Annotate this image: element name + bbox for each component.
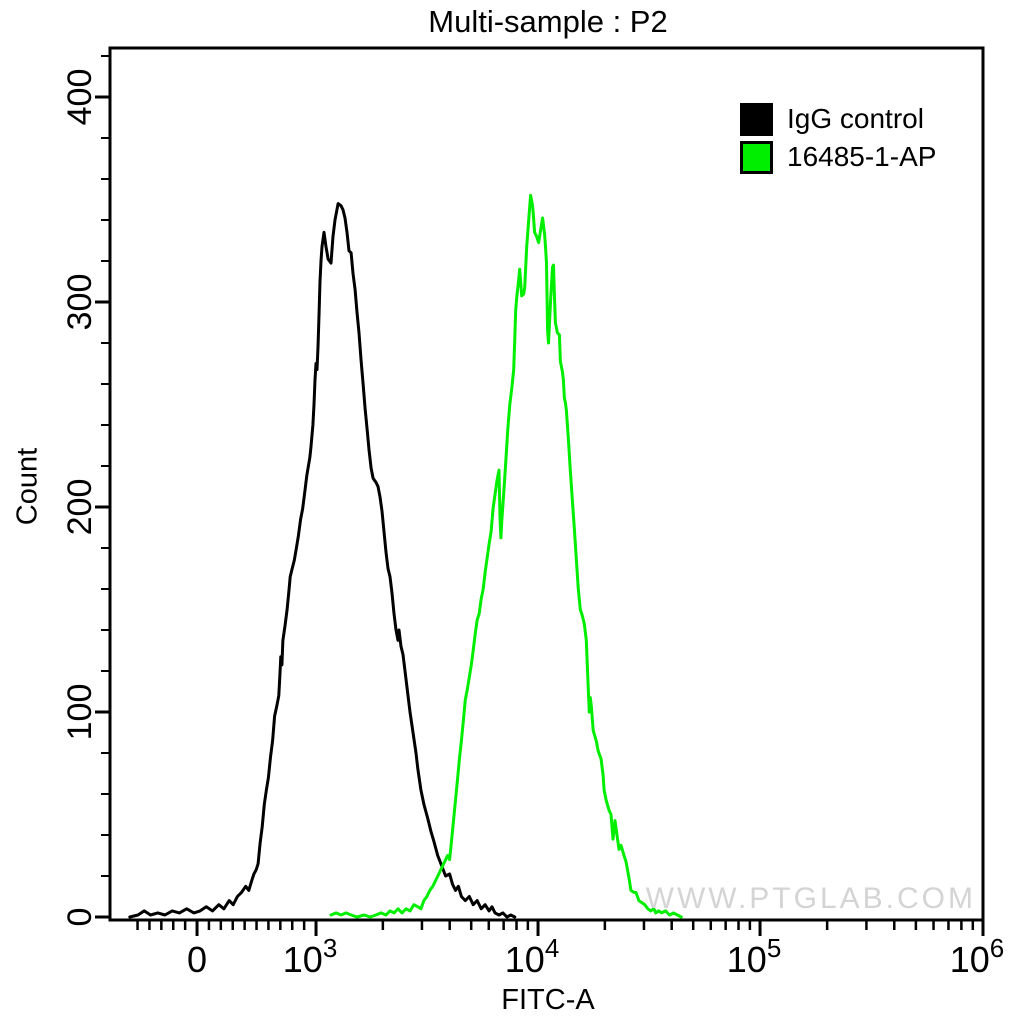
legend-label: IgG control xyxy=(787,103,924,134)
legend-label: 16485-1-AP xyxy=(787,141,937,172)
y-tick-label: 100 xyxy=(61,684,99,741)
igg-control-swatch-icon xyxy=(740,102,773,136)
watermark: WWW.PTGLAB.COM xyxy=(645,882,976,915)
x-tick-label: 105 xyxy=(727,933,782,980)
y-axis-title: Count xyxy=(11,447,44,526)
antibody-curve xyxy=(329,193,683,919)
y-tick-label: 200 xyxy=(61,479,99,536)
igg-control-curve xyxy=(128,202,517,919)
x-tick-label: 106 xyxy=(950,933,1005,980)
x-axis-title: FITC-A xyxy=(501,984,595,1016)
antibody-swatch-icon xyxy=(740,140,773,174)
x-tick-label: 103 xyxy=(283,933,338,980)
chart-title: Multi-sample : P2 xyxy=(428,4,668,39)
y-tick-label: 400 xyxy=(61,69,99,126)
legend-item-16485-1-ap: 16485-1-AP xyxy=(740,138,936,176)
y-tick-label: 0 xyxy=(61,908,99,927)
x-tick-label: 104 xyxy=(505,933,560,980)
plot-border xyxy=(108,46,985,922)
y-tick-label: 300 xyxy=(61,274,99,331)
legend-item-igg-control: IgG control xyxy=(740,100,936,138)
legend: IgG control 16485-1-AP xyxy=(740,100,936,176)
x-tick-label: 0 xyxy=(187,939,207,980)
